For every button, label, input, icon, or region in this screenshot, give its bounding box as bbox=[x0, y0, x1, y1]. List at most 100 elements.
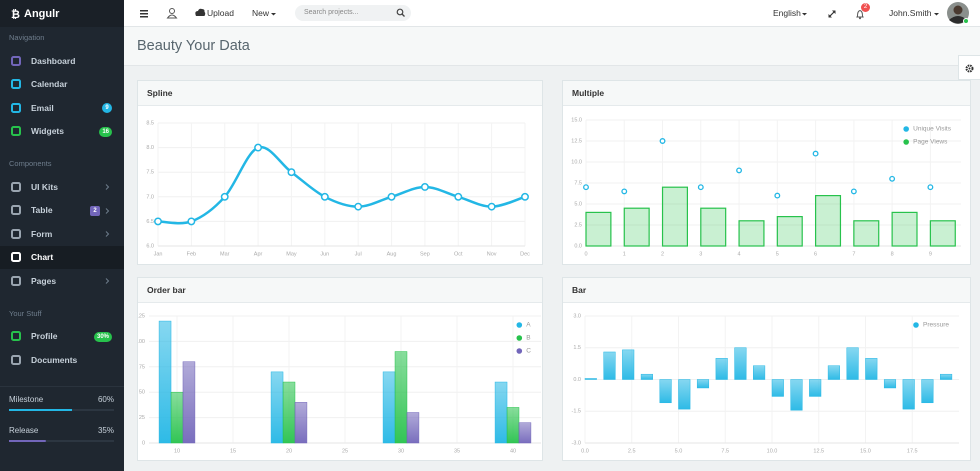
nav-label: Chart bbox=[31, 252, 54, 263]
x-tick-label: 8 bbox=[891, 251, 894, 257]
nav-label: Pages bbox=[31, 275, 57, 286]
bar bbox=[846, 347, 859, 380]
y-tick-label: 0.0 bbox=[573, 377, 581, 383]
nav-item[interactable]: Pages bbox=[0, 269, 124, 293]
bar bbox=[640, 373, 653, 380]
nav-label: UI Kits bbox=[31, 181, 58, 192]
section-title: Your Stuff bbox=[9, 308, 42, 318]
x-tick-label: Nov bbox=[487, 251, 497, 257]
progress-fill bbox=[9, 409, 72, 411]
nav-item[interactable]: Profile 30% bbox=[0, 325, 124, 349]
panel: Order bar 0 25 50 75 100 125 10 15 20 25 30 35 40 ABC bbox=[137, 277, 543, 461]
nav: Navigation Dashboard Calendar Email 9 Widgets… bbox=[0, 27, 124, 372]
progress-fill bbox=[9, 440, 46, 442]
nav-item[interactable]: Dashboard bbox=[0, 49, 124, 73]
nav-item[interactable]: Documents bbox=[0, 348, 124, 372]
point bbox=[659, 138, 666, 144]
nav-item[interactable]: Form bbox=[0, 222, 124, 246]
fullscreen-icon[interactable] bbox=[827, 0, 837, 27]
nav-icon bbox=[11, 102, 21, 113]
point bbox=[927, 184, 934, 191]
nav-item[interactable]: Widgets 16 bbox=[0, 120, 124, 144]
bar bbox=[170, 391, 184, 444]
nav-badge: 9 bbox=[102, 103, 112, 113]
progress-list: Milestone 60% Release 35% bbox=[0, 386, 124, 449]
user-name[interactable]: John.Smith bbox=[889, 8, 932, 18]
bell-icon[interactable] bbox=[855, 0, 865, 27]
bar bbox=[827, 365, 840, 380]
nav-label: Dashboard bbox=[31, 55, 76, 66]
nav-item[interactable]: Email 9 bbox=[0, 96, 124, 120]
bar bbox=[753, 365, 766, 380]
chart: 0 25 50 75 100 125 10 15 20 25 30 35 40 ABC bbox=[138, 313, 541, 454]
chart: 0.0 2.5 5.0 7.5 10.0 12.5 15.0 0 1 2 3 4 5 6 7 8 9 Unique… bbox=[571, 117, 961, 257]
legend-swatch bbox=[903, 139, 909, 145]
nav-icon bbox=[11, 252, 21, 263]
x-tick-label: 4 bbox=[738, 251, 741, 257]
settings-toggle[interactable] bbox=[958, 55, 980, 80]
y-tick-label: 7.0 bbox=[146, 194, 154, 200]
caret bbox=[934, 13, 939, 16]
bar bbox=[585, 211, 612, 247]
icon-shape bbox=[11, 102, 21, 113]
menu-icon[interactable] bbox=[138, 0, 150, 27]
y-tick-label: 8.0 bbox=[146, 145, 154, 151]
bar bbox=[158, 320, 172, 444]
brand[interactable]: ₿ Angulr bbox=[0, 0, 124, 27]
language-menu[interactable]: English bbox=[773, 8, 801, 18]
y-tick-label: 7.5 bbox=[574, 180, 582, 186]
section-title: Navigation bbox=[9, 33, 45, 42]
nav-item[interactable]: Table 2 bbox=[0, 199, 124, 223]
avatar[interactable] bbox=[946, 0, 970, 27]
upload-button[interactable]: Upload bbox=[207, 8, 234, 18]
progress-label: Release bbox=[9, 426, 39, 435]
icon-shape bbox=[11, 55, 21, 66]
page-title: Beauty Your Data bbox=[137, 38, 250, 54]
y-tick-label: 0.0 bbox=[574, 243, 582, 249]
nav-label: Profile bbox=[31, 331, 58, 342]
icon-shape bbox=[11, 205, 21, 216]
bar bbox=[700, 207, 727, 247]
legend-label: A bbox=[526, 322, 531, 329]
bar bbox=[891, 211, 918, 247]
point bbox=[521, 192, 529, 201]
icon-shape bbox=[11, 275, 21, 286]
legend-label: C bbox=[526, 348, 531, 355]
chevron bbox=[105, 207, 110, 214]
nav-icon bbox=[11, 79, 21, 90]
nav-item[interactable]: Calendar bbox=[0, 73, 124, 97]
chevron-shape bbox=[105, 278, 110, 284]
bar bbox=[814, 194, 842, 247]
panel-title: Order bar bbox=[138, 278, 542, 303]
point bbox=[454, 192, 463, 201]
search-box[interactable]: Search projects... bbox=[295, 5, 411, 21]
y-tick-label: 6.0 bbox=[146, 243, 154, 249]
y-tick-label: -1.5 bbox=[572, 409, 581, 415]
x-tick-label: 40 bbox=[510, 448, 516, 454]
nav-item[interactable]: UI Kits bbox=[0, 175, 124, 199]
x-tick-label: Apr bbox=[254, 251, 263, 257]
progress-label: Milestone bbox=[9, 395, 44, 404]
nav-icon bbox=[11, 331, 21, 342]
x-tick-label: 0.0 bbox=[581, 448, 589, 454]
y-tick-label: -3.0 bbox=[572, 440, 581, 446]
nav-item[interactable]: Chart bbox=[0, 245, 124, 269]
point bbox=[774, 192, 781, 199]
x-tick-label: 6 bbox=[814, 251, 817, 257]
nav-label: Documents bbox=[31, 354, 78, 365]
point bbox=[736, 167, 743, 174]
y-tick-label: 125 bbox=[138, 313, 145, 319]
user-icon[interactable] bbox=[166, 0, 178, 27]
legend-label: B bbox=[526, 335, 530, 342]
bar bbox=[622, 349, 635, 380]
x-tick-label: May bbox=[286, 251, 297, 257]
nav-label: Widgets bbox=[31, 126, 64, 137]
x-tick-label: 12.5 bbox=[813, 448, 824, 454]
chevron-shape bbox=[105, 184, 110, 190]
y-tick-label: 75 bbox=[139, 364, 145, 370]
gear-icon bbox=[965, 64, 974, 73]
bar bbox=[494, 381, 508, 444]
nav-icon bbox=[11, 181, 21, 192]
new-menu[interactable]: New bbox=[252, 8, 270, 18]
nav-badge: 2 bbox=[90, 205, 100, 216]
